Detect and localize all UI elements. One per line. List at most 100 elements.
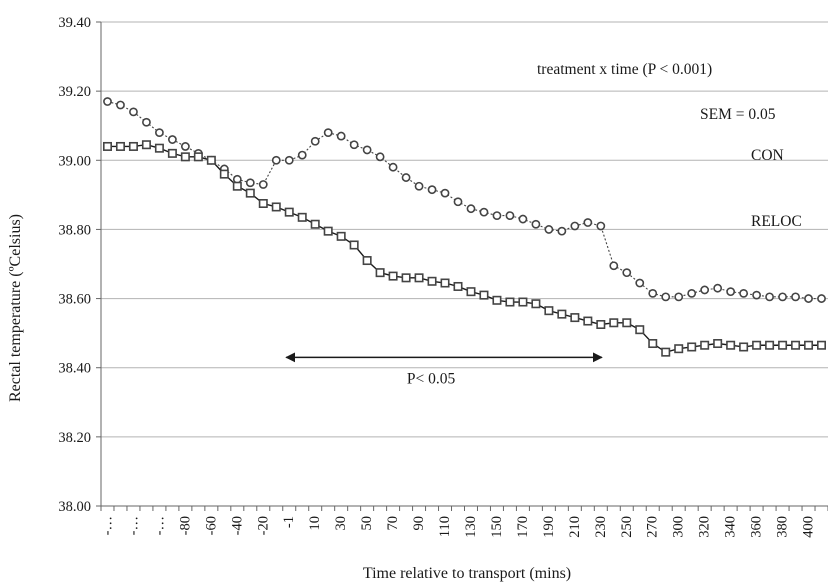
con-point xyxy=(271,155,281,165)
con-point xyxy=(336,131,346,141)
reloc-point xyxy=(258,199,268,209)
con-point xyxy=(648,288,658,298)
reloc-point xyxy=(401,273,411,283)
con-point xyxy=(375,152,385,162)
con-point xyxy=(687,288,697,298)
con-point xyxy=(804,294,813,303)
reloc-point xyxy=(232,181,242,191)
reloc-point xyxy=(245,188,255,198)
reloc-point xyxy=(141,140,151,150)
y-axis-label: Rectal temperature (ºCelsius) xyxy=(7,214,24,402)
x-tick-label: -60 xyxy=(203,516,219,535)
series-layer xyxy=(102,97,827,357)
con-point xyxy=(466,204,476,214)
reloc-series-label: RELOC xyxy=(751,213,802,230)
con-point xyxy=(531,219,541,229)
con-point xyxy=(661,292,671,302)
x-tick-label: 400 xyxy=(801,516,817,538)
reloc-point xyxy=(531,299,541,309)
x-tick-labels: -… -… -… -80 -60 -40 -20 -1 10 30 50 70 90 110 130 150 1… xyxy=(99,516,828,538)
x-tick-label: 210 xyxy=(567,516,583,538)
reloc-point xyxy=(492,295,502,305)
con-point xyxy=(310,136,320,146)
x-tick-label: 150 xyxy=(489,516,505,538)
reloc-point xyxy=(349,240,359,250)
reloc-point xyxy=(323,226,333,236)
reloc-point xyxy=(336,231,346,241)
con-point xyxy=(142,117,151,127)
x-tick-label: 70 xyxy=(385,516,401,531)
reloc-point xyxy=(427,276,437,286)
con-point xyxy=(557,226,567,236)
x-tick-label: 10 xyxy=(307,516,323,531)
x-tick-label: 300 xyxy=(671,516,687,538)
con-point xyxy=(739,288,749,298)
interaction-annotation: treatment x time (P < 0.001) xyxy=(537,61,712,78)
reloc-point xyxy=(518,297,528,307)
reloc-point xyxy=(765,340,775,350)
con-point xyxy=(388,162,398,172)
x-tick-label: -1 xyxy=(281,516,297,528)
y-tick-label: 39.00 xyxy=(58,153,91,169)
reloc-point xyxy=(219,169,229,179)
reloc-point xyxy=(297,212,307,222)
reloc-point xyxy=(791,340,801,350)
con-point xyxy=(505,211,515,220)
con-point xyxy=(245,178,255,188)
con-point xyxy=(726,287,736,297)
x-tick-label: -40 xyxy=(229,516,245,535)
con-point xyxy=(778,292,787,302)
con-point xyxy=(103,97,112,106)
con-point xyxy=(427,185,437,195)
reloc-point xyxy=(154,143,164,153)
con-point xyxy=(362,145,372,155)
series-line-reloc xyxy=(107,144,822,353)
reloc-point xyxy=(817,340,827,350)
con-point xyxy=(713,283,723,293)
reloc-point xyxy=(661,347,671,357)
reloc-point xyxy=(713,339,723,349)
con-point xyxy=(674,292,684,302)
con-point xyxy=(583,218,593,227)
con-point xyxy=(596,221,606,231)
reloc-point xyxy=(414,273,424,283)
x-tick-label: 50 xyxy=(359,516,375,531)
con-point xyxy=(323,128,333,138)
con-point xyxy=(765,292,774,302)
con-point xyxy=(180,142,190,151)
con-point xyxy=(129,107,138,117)
reloc-point xyxy=(752,340,762,350)
reloc-point xyxy=(167,148,177,158)
x-tick-label: 380 xyxy=(775,516,791,538)
series-line-con xyxy=(107,100,822,300)
x-tick-label: 420 xyxy=(826,516,828,538)
reloc-point xyxy=(310,219,320,229)
con-point xyxy=(492,211,502,220)
reloc-point xyxy=(596,319,606,329)
x-axis-label: Time relative to transport (mins) xyxy=(363,565,571,582)
reloc-point xyxy=(206,155,216,165)
x-tick-label: 250 xyxy=(619,516,635,538)
con-point xyxy=(155,128,164,138)
reloc-point xyxy=(609,318,619,328)
x-tick-label: -80 xyxy=(177,516,193,535)
reloc-point xyxy=(375,268,385,278)
x-tick-label: 110 xyxy=(437,516,453,537)
con-point xyxy=(453,197,463,207)
reloc-point xyxy=(180,152,190,162)
reloc-point xyxy=(583,316,593,326)
con-point xyxy=(791,292,800,302)
x-tick-label: -… xyxy=(99,516,115,535)
reloc-point xyxy=(700,340,710,350)
reloc-point xyxy=(466,287,476,297)
con-point xyxy=(570,221,580,231)
x-tick-label: 320 xyxy=(697,516,713,538)
reloc-point xyxy=(544,306,554,316)
con-point xyxy=(258,180,268,189)
con-point xyxy=(440,188,450,198)
x-tick-label: 360 xyxy=(749,516,765,538)
y-tick-label: 38.20 xyxy=(58,430,91,446)
reloc-point xyxy=(726,340,736,350)
reloc-point xyxy=(648,339,658,349)
